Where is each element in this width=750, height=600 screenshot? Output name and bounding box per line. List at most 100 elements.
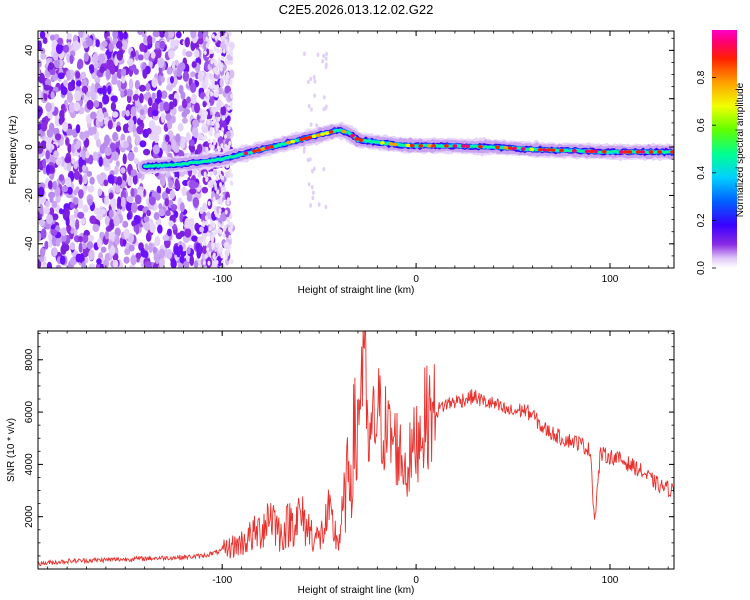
- noise-speck: [229, 104, 233, 110]
- noise-speck: [43, 206, 50, 215]
- noise-speck: [46, 128, 54, 138]
- noise-speck: [69, 54, 74, 65]
- noise-speck: [174, 39, 180, 47]
- noise-speck: [226, 50, 230, 56]
- noise-speck: [214, 60, 218, 66]
- noise-speck: [220, 186, 224, 192]
- noise-speck: [124, 247, 131, 256]
- noise-speck: [228, 31, 232, 37]
- noise-speck: [51, 200, 58, 209]
- noise-speck: [58, 208, 64, 215]
- noise-speck: [215, 121, 219, 127]
- noise-speck: [217, 32, 221, 38]
- noise-speck: [122, 31, 128, 40]
- noise-speck: [228, 140, 232, 146]
- noise-speck: [123, 256, 130, 264]
- noise-speck: [218, 208, 222, 214]
- noise-speck: [205, 43, 209, 49]
- noise-speck: [86, 99, 94, 110]
- noise-speck: [228, 227, 232, 233]
- noise-speck: [73, 189, 78, 196]
- noise-speck: [217, 116, 221, 122]
- noise-speck: [192, 119, 200, 128]
- noise-speck: [49, 196, 54, 203]
- noise-speck: [107, 85, 112, 95]
- noise-speck: [198, 245, 203, 255]
- x-tick-label: 0: [413, 575, 419, 586]
- noise-speck: [127, 151, 135, 162]
- noise-speck: [151, 92, 156, 100]
- noise-speck: [45, 102, 52, 112]
- noise-speck: [38, 89, 41, 100]
- noise-speck: [128, 244, 135, 252]
- ridge-peak: [670, 150, 674, 154]
- ridge-peak: [465, 144, 471, 149]
- noise-speck: [217, 228, 221, 234]
- noise-speck: [116, 176, 123, 186]
- noise-speck: [96, 212, 104, 221]
- ridge-peak: [640, 150, 645, 154]
- ridge-peak: [251, 149, 257, 153]
- noise-speck: [150, 51, 156, 59]
- noise-speck: [215, 125, 219, 131]
- noise-speck: [91, 72, 97, 80]
- noise-speck: [69, 202, 75, 210]
- ridge-peak: [601, 149, 607, 154]
- noise-speck: [194, 49, 200, 58]
- ridge-peak: [426, 144, 432, 148]
- noise-speck: [120, 196, 126, 208]
- noise-speck: [38, 40, 42, 52]
- noise-speck: [215, 84, 219, 90]
- noise-speck: [96, 111, 104, 122]
- noise-speck: [119, 32, 124, 41]
- noise-speck: [66, 92, 73, 104]
- noise-speck: [52, 247, 58, 257]
- noise-speck: [316, 52, 320, 57]
- noise-speck: [123, 228, 130, 239]
- noise-speck: [81, 85, 89, 94]
- ridge-peak: [443, 144, 449, 148]
- noise-speck: [82, 241, 87, 250]
- noise-speck: [155, 256, 160, 265]
- ridge-peak: [635, 150, 641, 154]
- noise-speck: [133, 131, 138, 138]
- noise-speck: [212, 242, 216, 248]
- noise-speck: [164, 31, 169, 39]
- noise-speck: [112, 253, 119, 262]
- noise-speck: [45, 139, 52, 151]
- noise-speck: [43, 84, 51, 91]
- noise-speck: [154, 41, 161, 49]
- noise-speck: [122, 153, 127, 165]
- noise-speck: [42, 158, 47, 169]
- noise-speck: [153, 133, 160, 144]
- noise-speck: [131, 220, 136, 227]
- noise-speck: [222, 48, 226, 54]
- noise-speck: [168, 101, 175, 110]
- noise-speck: [303, 51, 306, 57]
- noise-speck: [219, 182, 223, 188]
- noise-speck: [201, 115, 205, 121]
- noise-speck: [152, 246, 158, 254]
- noise-speck: [50, 224, 56, 231]
- noise-speck: [164, 198, 170, 207]
- noise-speck: [133, 146, 139, 153]
- noise-speck: [325, 51, 328, 57]
- noise-speck: [213, 182, 217, 188]
- noise-speck: [215, 88, 219, 94]
- noise-speck: [45, 164, 50, 176]
- noise-speck: [143, 216, 150, 223]
- noise-speck: [44, 240, 49, 250]
- noise-speck: [229, 100, 233, 106]
- noise-speck: [205, 77, 209, 83]
- noise-speck: [204, 253, 208, 259]
- noise-speck: [205, 36, 209, 42]
- noise-speck: [310, 185, 314, 190]
- noise-speck: [321, 59, 325, 64]
- noise-speck: [207, 201, 211, 207]
- noise-speck: [55, 264, 62, 268]
- noise-speck: [215, 259, 219, 265]
- noise-speck: [90, 82, 95, 94]
- noise-speck: [73, 161, 78, 170]
- noise-speck: [146, 209, 151, 217]
- noise-speck: [207, 181, 211, 187]
